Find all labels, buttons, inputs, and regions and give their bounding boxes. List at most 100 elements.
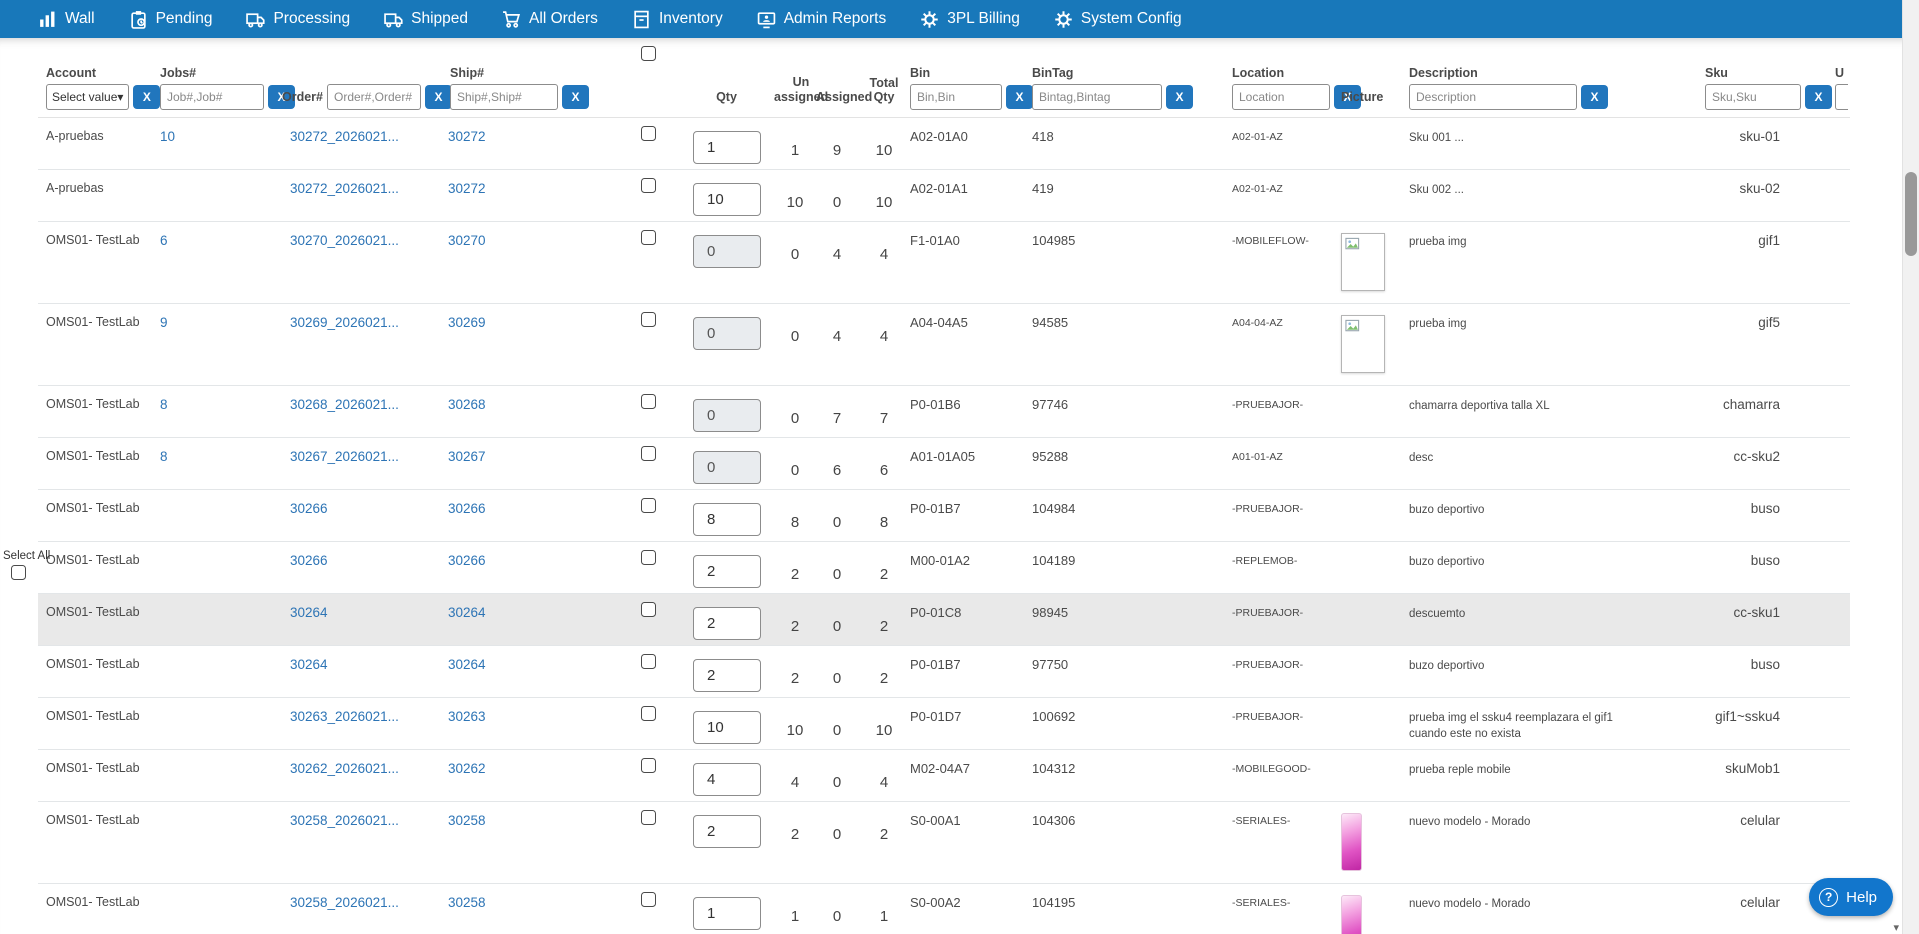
sku-input[interactable]	[1705, 84, 1801, 110]
nav-item-processing[interactable]: Processing	[246, 10, 350, 29]
order-link[interactable]: 30258_2026021...	[290, 895, 399, 910]
sku-value: cc-sku1	[1733, 605, 1780, 620]
qty-input[interactable]	[693, 763, 761, 796]
jobs-clear-button[interactable]: X	[268, 85, 295, 109]
ship-link[interactable]: 30267	[448, 449, 486, 464]
order-link[interactable]: 30264	[290, 605, 328, 620]
row-checkbox[interactable]	[640, 312, 656, 327]
nav-item-system-config[interactable]: System Config	[1054, 10, 1182, 29]
row-checkbox[interactable]	[640, 394, 656, 409]
order-link[interactable]: 30272_2026021...	[290, 181, 399, 196]
ship-link[interactable]: 30264	[448, 605, 486, 620]
sku-clear-button[interactable]: X	[1805, 85, 1832, 109]
order-link[interactable]: 30266	[290, 553, 328, 568]
ship-link[interactable]: 30262	[448, 761, 486, 776]
broken-image-icon[interactable]	[1341, 315, 1385, 373]
qty-input[interactable]	[693, 659, 761, 692]
jobs-input[interactable]	[160, 84, 264, 110]
jobs-cell: 10	[160, 118, 282, 169]
nav-item-shipped[interactable]: Shipped	[384, 10, 468, 29]
product-image-phone[interactable]	[1341, 895, 1362, 934]
bin-value: S0-00A2	[910, 895, 961, 910]
qty-input[interactable]	[693, 607, 761, 640]
qty-input[interactable]	[693, 131, 761, 164]
qty-input[interactable]	[693, 183, 761, 216]
bin-input[interactable]	[910, 84, 1002, 110]
qty-input[interactable]	[693, 815, 761, 848]
nav-item-wall[interactable]: Wall	[38, 10, 95, 29]
scrollbar-thumb[interactable]	[1905, 172, 1917, 256]
ship-link[interactable]: 30258	[448, 895, 486, 910]
order-link[interactable]: 30272_2026021...	[290, 129, 399, 144]
jobs-link[interactable]: 8	[160, 449, 168, 464]
nav-item-3pl-billing[interactable]: 3PL Billing	[920, 10, 1020, 29]
qty-input[interactable]	[693, 897, 761, 930]
row-checkbox[interactable]	[640, 126, 656, 141]
nav-item-all-orders[interactable]: All Orders	[502, 10, 598, 29]
vertical-scrollbar[interactable]	[1902, 0, 1919, 934]
select-all-checkbox[interactable]	[11, 565, 26, 580]
order-clear-button[interactable]: X	[425, 85, 452, 109]
ship-link[interactable]: 30268	[448, 397, 486, 412]
description-clear-button[interactable]: X	[1581, 85, 1608, 109]
filter-checkbox-cell	[617, 46, 679, 117]
ship-link[interactable]: 30264	[448, 657, 486, 672]
broken-image-icon[interactable]	[1341, 233, 1385, 291]
qty-input[interactable]	[693, 555, 761, 588]
order-link[interactable]: 30270_2026021...	[290, 233, 399, 248]
qty-input[interactable]	[693, 711, 761, 744]
ship-link[interactable]: 30269	[448, 315, 486, 330]
ship-link[interactable]: 30266	[448, 553, 486, 568]
description-input[interactable]	[1409, 84, 1577, 110]
nav-item-admin-reports[interactable]: Admin Reports	[757, 10, 886, 29]
product-image-phone[interactable]	[1341, 813, 1362, 871]
bintag-input[interactable]	[1032, 84, 1162, 110]
order-link[interactable]: 30269_2026021...	[290, 315, 399, 330]
scroll-down-chevron-icon[interactable]: ▾	[1893, 922, 1899, 934]
ship-link[interactable]: 30263	[448, 709, 486, 724]
cutoff-column-input[interactable]	[1835, 84, 1848, 110]
row-checkbox[interactable]	[640, 446, 656, 461]
row-checkbox[interactable]	[640, 178, 656, 193]
ship-link[interactable]: 30272	[448, 129, 486, 144]
order-link[interactable]: 30268_2026021...	[290, 397, 399, 412]
jobs-link[interactable]: 10	[160, 129, 176, 144]
ship-input[interactable]	[450, 84, 558, 110]
order-input[interactable]	[327, 84, 421, 110]
order-link[interactable]: 30264	[290, 657, 328, 672]
row-checkbox[interactable]	[640, 892, 656, 907]
order-link[interactable]: 30267_2026021...	[290, 449, 399, 464]
header-select-all-checkbox[interactable]	[640, 46, 656, 61]
nav-item-inventory[interactable]: Inventory	[632, 10, 723, 29]
ship-link[interactable]: 30258	[448, 813, 486, 828]
order-link[interactable]: 30263_2026021...	[290, 709, 399, 724]
row-checkbox[interactable]	[640, 706, 656, 721]
row-checkbox[interactable]	[640, 654, 656, 669]
order-link[interactable]: 30258_2026021...	[290, 813, 399, 828]
account-clear-button[interactable]: X	[133, 85, 161, 109]
order-link[interactable]: 30262_2026021...	[290, 761, 399, 776]
row-checkbox[interactable]	[640, 498, 656, 513]
ship-link[interactable]: 30266	[448, 501, 486, 516]
row-checkbox[interactable]	[640, 230, 656, 245]
ship-clear-button[interactable]: X	[562, 85, 589, 109]
location-clear-button[interactable]: X	[1334, 85, 1361, 109]
qty-input[interactable]	[693, 503, 761, 536]
location-input[interactable]	[1232, 84, 1330, 110]
bin-clear-button[interactable]: X	[1006, 85, 1033, 109]
account-select[interactable]: Select value ▾	[46, 84, 130, 110]
row-checkbox[interactable]	[640, 810, 656, 825]
ship-link[interactable]: 30270	[448, 233, 486, 248]
jobs-link[interactable]: 6	[160, 233, 168, 248]
ship-link[interactable]: 30272	[448, 181, 486, 196]
jobs-link[interactable]: 9	[160, 315, 168, 330]
row-checkbox[interactable]	[640, 602, 656, 617]
nav-item-pending[interactable]: Pending	[129, 10, 212, 29]
help-button[interactable]: ? Help	[1809, 878, 1893, 916]
row-checkbox[interactable]	[640, 550, 656, 565]
order-link[interactable]: 30266	[290, 501, 328, 516]
bintag-value: 104984	[1032, 501, 1076, 516]
jobs-link[interactable]: 8	[160, 397, 168, 412]
bintag-clear-button[interactable]: X	[1166, 85, 1193, 109]
row-checkbox[interactable]	[640, 758, 656, 773]
